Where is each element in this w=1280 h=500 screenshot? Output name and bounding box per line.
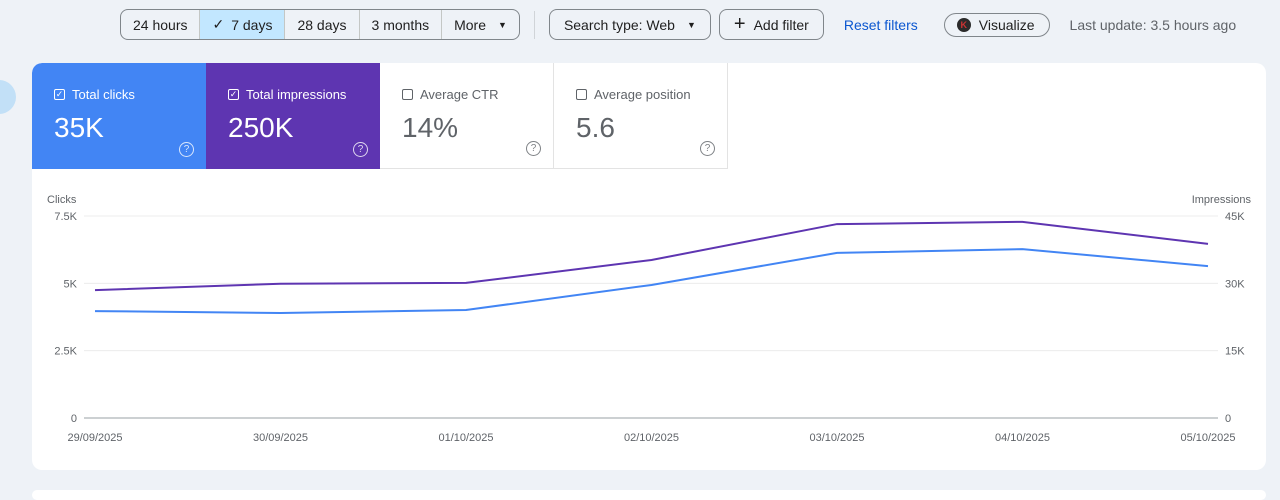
x-tick: 30/09/2025: [253, 432, 308, 444]
date-range-selector: 24 hours ✓ 7 days 28 days 3 months More ▼: [120, 9, 520, 40]
range-more[interactable]: More ▼: [442, 10, 519, 39]
help-icon[interactable]: ?: [700, 141, 715, 156]
metric-label: Average CTR: [420, 87, 499, 102]
range-7-days[interactable]: ✓ 7 days: [200, 10, 286, 39]
range-28-days[interactable]: 28 days: [285, 10, 360, 39]
dropdown-arrow-icon: ▼: [498, 19, 507, 30]
range-label: 7 days: [231, 16, 273, 33]
extension-logo-icon: K: [956, 17, 971, 32]
toolbar: 24 hours ✓ 7 days 28 days 3 months More ▼ …: [120, 9, 1236, 40]
last-update-text: Last update: 3.5 hours ago: [1069, 16, 1237, 33]
more-label: More: [454, 16, 487, 33]
range-3-months[interactable]: 3 months: [360, 10, 443, 39]
x-tick: 02/10/2025: [624, 432, 679, 444]
metric-value: 14%: [402, 112, 459, 143]
metric-value: 35K: [54, 112, 104, 143]
performance-card: ✓ Total clicks 35K ? ✓ Total impressions 2…: [32, 63, 1266, 470]
metric-value: 5.6: [576, 112, 615, 143]
visualize-button[interactable]: K Visualize: [943, 12, 1050, 37]
metric-label: Average position: [594, 87, 691, 102]
performance-chart[interactable]: 0 0 2.5K 15K 5K 30K 7.5K 45K Clicks Impressions 29…: [32, 63, 1266, 470]
check-icon: ✓: [212, 16, 225, 32]
checkbox-unchecked-icon[interactable]: [402, 89, 413, 100]
y-tick-left: 5K: [64, 278, 78, 290]
next-card: [32, 490, 1266, 500]
search-type-label: Search type: Web: [563, 16, 675, 33]
metric-average-ctr[interactable]: Average CTR 14% ?: [380, 63, 554, 169]
y-tick-left: 0: [71, 413, 77, 425]
search-type-dropdown[interactable]: Search type: Web ▼: [548, 9, 711, 40]
plus-icon: +: [733, 13, 746, 35]
help-icon[interactable]: ?: [353, 142, 368, 157]
y-tick-right: 0: [1225, 413, 1231, 425]
checkbox-checked-icon[interactable]: ✓: [54, 89, 65, 100]
y-axis-label-right: Impressions: [1192, 194, 1252, 206]
y-tick-right: 45K: [1225, 211, 1245, 223]
help-icon[interactable]: ?: [526, 141, 541, 156]
y-tick-right: 15K: [1225, 346, 1245, 358]
y-axis-label-left: Clicks: [47, 194, 77, 206]
metric-average-position[interactable]: Average position 5.6 ?: [554, 63, 728, 169]
x-tick: 29/09/2025: [67, 432, 122, 444]
visualize-label: Visualize: [978, 16, 1035, 33]
side-button[interactable]: [0, 80, 16, 114]
metric-label: Total clicks: [72, 87, 135, 102]
checkbox-unchecked-icon[interactable]: [576, 89, 587, 100]
metric-value: 250K: [228, 112, 294, 143]
x-tick: 05/10/2025: [1180, 432, 1235, 444]
add-filter-button[interactable]: + Add filter: [718, 9, 824, 40]
checkbox-checked-icon[interactable]: ✓: [228, 89, 239, 100]
series-line-impressions: [94, 220, 1209, 292]
metric-total-impressions[interactable]: ✓ Total impressions 250K ?: [206, 63, 380, 169]
divider: [533, 10, 535, 39]
metric-label: Total impressions: [246, 87, 347, 102]
series-line-clicks: [94, 248, 1209, 314]
x-tick: 03/10/2025: [809, 432, 864, 444]
x-tick: 01/10/2025: [438, 432, 493, 444]
y-tick-left: 2.5K: [54, 346, 77, 358]
x-tick: 04/10/2025: [995, 432, 1050, 444]
reset-filters-link[interactable]: Reset filters: [843, 16, 918, 33]
add-filter-label: Add filter: [753, 16, 809, 33]
metric-total-clicks[interactable]: ✓ Total clicks 35K ?: [32, 63, 206, 169]
help-icon[interactable]: ?: [179, 142, 194, 157]
y-tick-right: 30K: [1225, 278, 1245, 290]
y-tick-left: 7.5K: [54, 211, 77, 223]
dropdown-arrow-icon: ▼: [686, 19, 696, 30]
range-24-hours[interactable]: 24 hours: [121, 10, 201, 39]
